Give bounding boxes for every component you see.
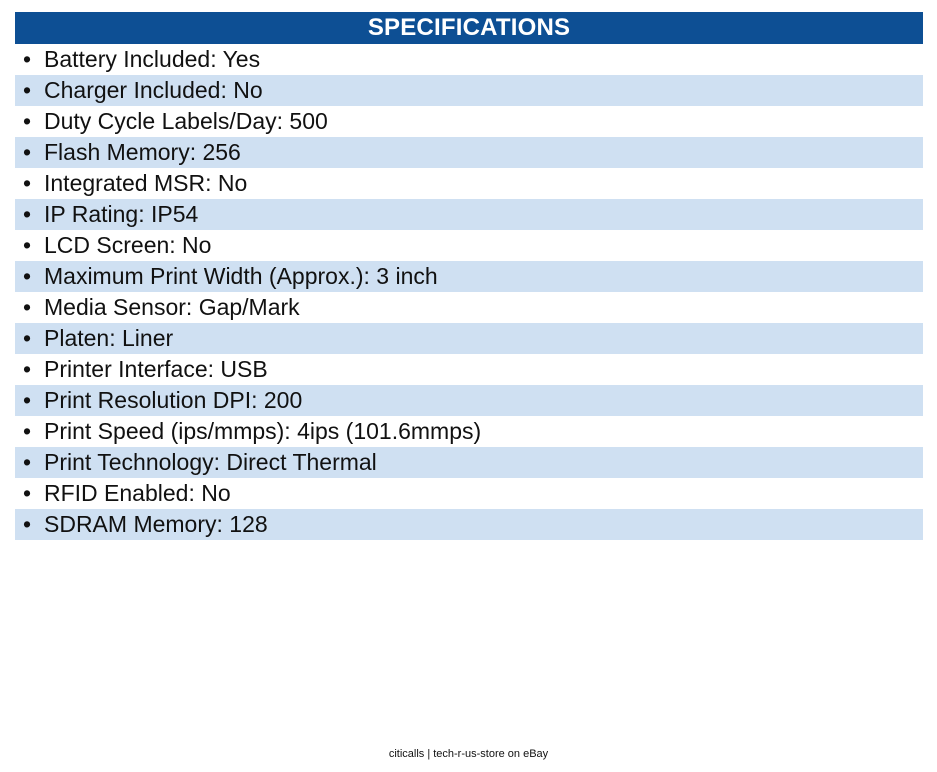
spec-text: Print Speed (ips/mmps): 4ips (101.6mmps) (44, 418, 482, 444)
spec-text: LCD Screen: No (44, 232, 212, 258)
bullet-icon: • (23, 201, 32, 227)
spec-text: Printer Interface: USB (44, 356, 268, 382)
spec-row: • Flash Memory: 256 (15, 137, 923, 168)
spec-text: Print Resolution DPI: 200 (44, 387, 303, 413)
bullet-icon: • (23, 170, 32, 196)
bullet-icon: • (23, 480, 32, 506)
bullet-icon: • (23, 511, 32, 537)
bullet-icon: • (23, 294, 32, 320)
spec-row: • Print Technology: Direct Thermal (15, 447, 923, 478)
bullet-icon: • (23, 263, 32, 289)
bullet-icon: • (23, 325, 32, 351)
spec-text: Charger Included: No (44, 77, 263, 103)
spec-row: • Print Speed (ips/mmps): 4ips (101.6mmps… (15, 416, 923, 447)
spec-text: Duty Cycle Labels/Day: 500 (44, 108, 328, 134)
specifications-header: SPECIFICATIONS (15, 12, 923, 44)
bullet-icon: • (23, 418, 32, 444)
spec-row: • LCD Screen: No (15, 230, 923, 261)
footer-credit: citicalls | tech-r-us-store on eBay (388, 748, 549, 760)
spec-row: • Media Sensor: Gap/Mark (15, 292, 923, 323)
spec-row: • Battery Included: Yes (15, 44, 923, 75)
spec-text: IP Rating: IP54 (44, 201, 199, 227)
spec-text: Platen: Liner (44, 325, 174, 351)
bullet-icon: • (23, 139, 32, 165)
bullet-icon: • (23, 46, 32, 72)
spec-text: Flash Memory: 256 (44, 139, 241, 165)
bullet-icon: • (23, 232, 32, 258)
spec-row: • Print Resolution DPI: 200 (15, 385, 923, 416)
spec-row: • Platen: Liner (15, 323, 923, 354)
bullet-icon: • (23, 356, 32, 382)
spec-text: Media Sensor: Gap/Mark (44, 294, 300, 320)
spec-row: • IP Rating: IP54 (15, 199, 923, 230)
bullet-icon: • (23, 387, 32, 413)
spec-text: RFID Enabled: No (44, 480, 231, 506)
bullet-icon: • (23, 449, 32, 475)
spec-row: • SDRAM Memory: 128 (15, 509, 923, 540)
spec-text: Battery Included: Yes (44, 46, 261, 72)
specifications-panel: SPECIFICATIONS • Battery Included: Yes • C… (15, 12, 923, 540)
specifications-list: • Battery Included: Yes • Charger Included… (15, 44, 923, 540)
bullet-icon: • (23, 108, 32, 134)
spec-text: SDRAM Memory: 128 (44, 511, 268, 537)
spec-row: • Duty Cycle Labels/Day: 500 (15, 106, 923, 137)
spec-text: Print Technology: Direct Thermal (44, 449, 377, 475)
spec-text: Integrated MSR: No (44, 170, 248, 196)
spec-row: • Charger Included: No (15, 75, 923, 106)
spec-row: • RFID Enabled: No (15, 478, 923, 509)
spec-row: • Printer Interface: USB (15, 354, 923, 385)
spec-row: • Maximum Print Width (Approx.): 3 inch (15, 261, 923, 292)
spec-text: Maximum Print Width (Approx.): 3 inch (44, 263, 438, 289)
spec-row: • Integrated MSR: No (15, 168, 923, 199)
bullet-icon: • (23, 77, 32, 103)
